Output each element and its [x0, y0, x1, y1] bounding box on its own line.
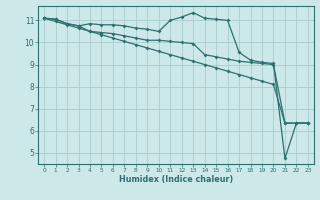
X-axis label: Humidex (Indice chaleur): Humidex (Indice chaleur) — [119, 175, 233, 184]
